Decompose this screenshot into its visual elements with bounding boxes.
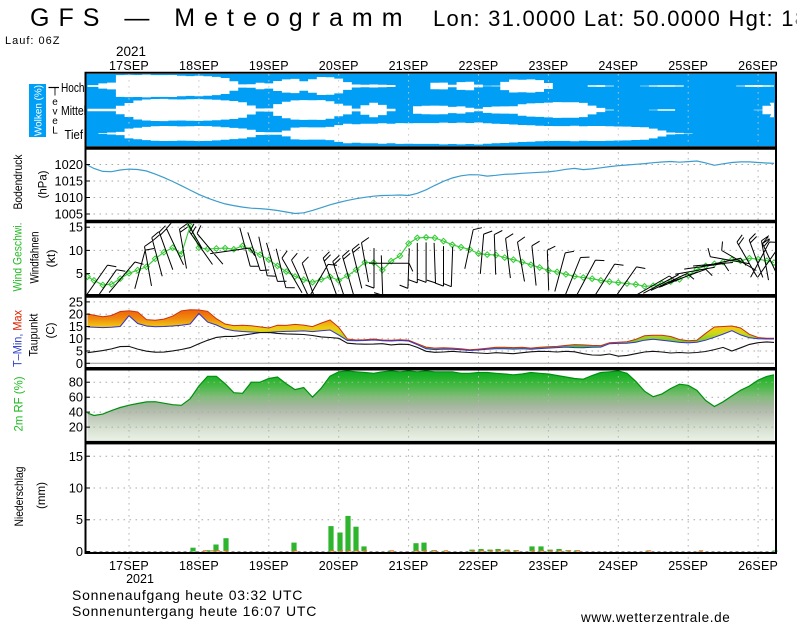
- svg-text:e: e: [52, 97, 58, 108]
- svg-text:L: L: [52, 126, 58, 137]
- svg-text:(kt): (kt): [44, 249, 58, 267]
- svg-text:5: 5: [76, 512, 83, 527]
- svg-text:24SEP: 24SEP: [598, 59, 638, 73]
- svg-text:18SEP: 18SEP: [179, 59, 219, 73]
- svg-text:2021: 2021: [116, 44, 146, 59]
- svg-text:(mm): (mm): [34, 482, 48, 509]
- svg-text:5: 5: [76, 266, 83, 281]
- svg-text:20SEP: 20SEP: [319, 59, 359, 73]
- svg-text:1020: 1020: [55, 157, 83, 172]
- svg-text:Wolken (%): Wolken (%): [32, 85, 44, 136]
- svg-text:26SEP: 26SEP: [738, 59, 778, 73]
- svg-text:24SEP: 24SEP: [598, 559, 638, 573]
- svg-text:40: 40: [69, 405, 83, 420]
- svg-text:19SEP: 19SEP: [249, 559, 289, 573]
- svg-text:1015: 1015: [55, 174, 83, 189]
- svg-text:v: v: [53, 107, 58, 118]
- svg-text:1010: 1010: [55, 190, 83, 205]
- svg-text:10: 10: [69, 331, 83, 346]
- svg-text:2m RF (%): 2m RF (%): [12, 377, 26, 432]
- svg-text:10: 10: [69, 243, 83, 258]
- svg-text:2021: 2021: [126, 572, 154, 586]
- svg-text:5: 5: [76, 344, 83, 359]
- svg-text:80: 80: [69, 375, 83, 390]
- svg-text:17SEP: 17SEP: [109, 559, 149, 573]
- svg-text:Wind Geschwi.: Wind Geschwi.: [11, 223, 25, 292]
- svg-text:10: 10: [69, 481, 83, 496]
- svg-text:17SEP: 17SEP: [109, 59, 149, 73]
- svg-text:23SEP: 23SEP: [528, 59, 568, 73]
- svg-text:Lon: 31.0000 Lat: 50.0000 Hgt:: Lon: 31.0000 Lat: 50.0000 Hgt: 18: [433, 6, 800, 31]
- svg-text:Sonnenuntergang heute 16:07 UT: Sonnenuntergang heute 16:07 UTC: [72, 603, 317, 619]
- svg-text:18SEP: 18SEP: [179, 559, 219, 573]
- svg-text:20: 20: [69, 420, 83, 435]
- svg-text:Taupunkt: Taupunkt: [27, 313, 41, 357]
- svg-text:19SEP: 19SEP: [249, 59, 289, 73]
- svg-text:20: 20: [69, 307, 83, 322]
- svg-text:21SEP: 21SEP: [389, 559, 429, 573]
- svg-text:Tief: Tief: [65, 128, 84, 142]
- svg-text:Bodendruck: Bodendruck: [11, 154, 25, 210]
- svg-text:21SEP: 21SEP: [389, 59, 429, 73]
- svg-text:e: e: [52, 116, 58, 127]
- svg-text:Windfahnen: Windfahnen: [28, 232, 42, 284]
- svg-text:Mittel: Mittel: [61, 104, 86, 118]
- svg-text:(C): (C): [44, 323, 58, 339]
- svg-text:20SEP: 20SEP: [319, 559, 359, 573]
- svg-text:Lauf: 06Z: Lauf: 06Z: [5, 35, 60, 47]
- svg-text:60: 60: [69, 390, 83, 405]
- svg-text:T–Min, Max: T–Min, Max: [11, 310, 25, 367]
- svg-text:22SEP: 22SEP: [459, 59, 499, 73]
- svg-text:Hoch: Hoch: [61, 81, 85, 95]
- svg-text:23SEP: 23SEP: [528, 559, 568, 573]
- svg-text:25SEP: 25SEP: [668, 559, 708, 573]
- svg-text:GFS — Meteogramm: GFS — Meteogramm: [30, 4, 412, 32]
- svg-text:(hPa): (hPa): [36, 170, 50, 198]
- svg-text:1005: 1005: [55, 207, 83, 222]
- svg-text:Sonnenaufgang heute 03:32 UTC: Sonnenaufgang heute 03:32 UTC: [72, 587, 303, 603]
- svg-text:www.wetterzentrale.de: www.wetterzentrale.de: [580, 610, 730, 625]
- svg-text:15: 15: [69, 220, 83, 235]
- svg-text:25: 25: [69, 294, 83, 309]
- svg-text:Niederschlag: Niederschlag: [12, 467, 26, 527]
- svg-text:0: 0: [76, 544, 83, 559]
- svg-text:22SEP: 22SEP: [459, 559, 499, 573]
- svg-text:26SEP: 26SEP: [738, 559, 778, 573]
- svg-text:25SEP: 25SEP: [668, 59, 708, 73]
- svg-text:0: 0: [76, 356, 83, 371]
- svg-text:l: l: [54, 88, 56, 99]
- svg-text:15: 15: [69, 319, 83, 334]
- svg-text:15: 15: [69, 449, 83, 464]
